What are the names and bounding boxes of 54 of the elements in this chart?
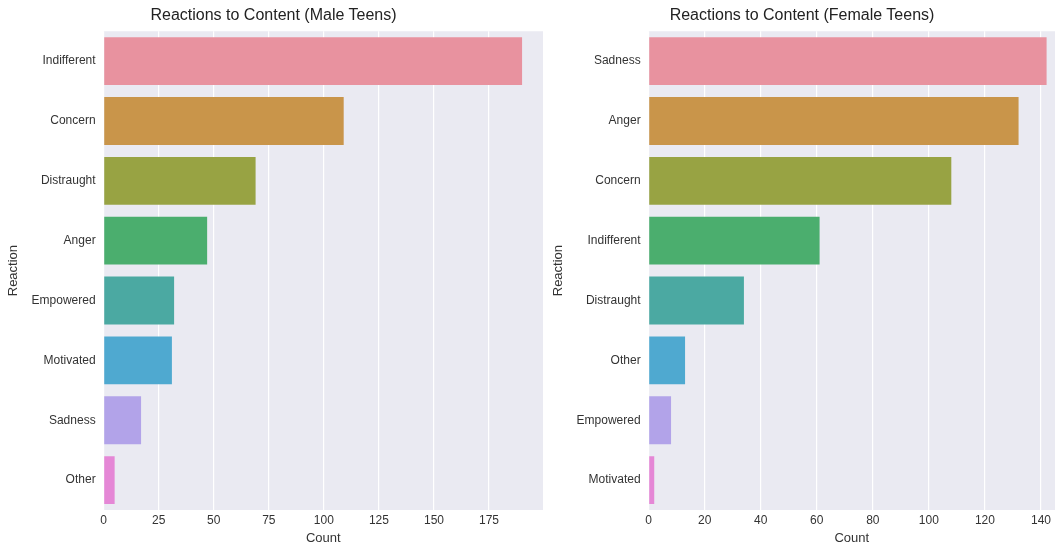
x-tick-label: 140 bbox=[1030, 512, 1052, 527]
bar bbox=[104, 276, 175, 325]
x-tick-label: 0 bbox=[100, 512, 108, 527]
y-tick-label: Motivated bbox=[588, 472, 641, 487]
y-tick-label: Sadness bbox=[593, 53, 641, 68]
y-tick-label: Empowered bbox=[576, 412, 641, 427]
x-tick-label: 25 bbox=[152, 512, 166, 527]
bar bbox=[104, 97, 344, 145]
bar bbox=[649, 456, 655, 505]
bar bbox=[649, 336, 686, 385]
y-tick-label: Distraught bbox=[585, 292, 642, 307]
bar bbox=[649, 156, 952, 205]
y-tick-label: Empowered bbox=[31, 292, 96, 307]
x-tick-label: 75 bbox=[262, 512, 276, 527]
y-tick-label: Sadness bbox=[48, 412, 96, 427]
y-axis-title: Reaction bbox=[5, 244, 21, 297]
y-tick-label: Other bbox=[65, 472, 96, 487]
x-tick-label: 150 bbox=[423, 512, 445, 527]
bar bbox=[104, 216, 208, 265]
bar bbox=[104, 37, 523, 86]
x-tick-label: 175 bbox=[479, 512, 500, 527]
bar bbox=[649, 37, 1047, 86]
y-tick-label: Motivated bbox=[43, 352, 96, 367]
bar bbox=[104, 336, 172, 385]
x-tick-label: 60 bbox=[810, 512, 824, 527]
chart-title: Reactions to Content (Male Teens) bbox=[150, 6, 397, 24]
x-tick-label: 120 bbox=[974, 512, 996, 527]
bar bbox=[649, 276, 744, 325]
y-axis-title: Reaction bbox=[550, 244, 566, 297]
x-tick-label: 100 bbox=[918, 512, 940, 527]
x-tick-label: 50 bbox=[207, 512, 221, 527]
bar bbox=[104, 156, 256, 205]
x-tick-label: 100 bbox=[313, 512, 335, 527]
x-axis-title: Count bbox=[834, 529, 870, 545]
x-tick-label: 40 bbox=[754, 512, 768, 527]
bar bbox=[649, 216, 820, 265]
y-tick-label: Indifferent bbox=[587, 232, 642, 247]
bar bbox=[104, 456, 115, 505]
x-tick-label: 125 bbox=[368, 512, 390, 527]
bar bbox=[649, 97, 1019, 145]
y-tick-label: Distraught bbox=[40, 173, 97, 188]
x-tick-label: 0 bbox=[645, 512, 653, 527]
bar bbox=[104, 396, 142, 445]
y-tick-label: Anger bbox=[608, 113, 641, 128]
y-tick-label: Concern bbox=[595, 173, 641, 188]
x-tick-label: 80 bbox=[866, 512, 880, 527]
x-axis-title: Count bbox=[305, 529, 342, 545]
y-tick-label: Anger bbox=[63, 232, 96, 247]
chart-title: Reactions to Content (Female Teens) bbox=[669, 6, 935, 24]
bar bbox=[649, 396, 672, 445]
y-tick-label: Concern bbox=[50, 113, 96, 128]
x-tick-label: 20 bbox=[698, 512, 712, 527]
y-tick-label: Other bbox=[610, 352, 641, 367]
y-tick-label: Indifferent bbox=[42, 53, 97, 68]
